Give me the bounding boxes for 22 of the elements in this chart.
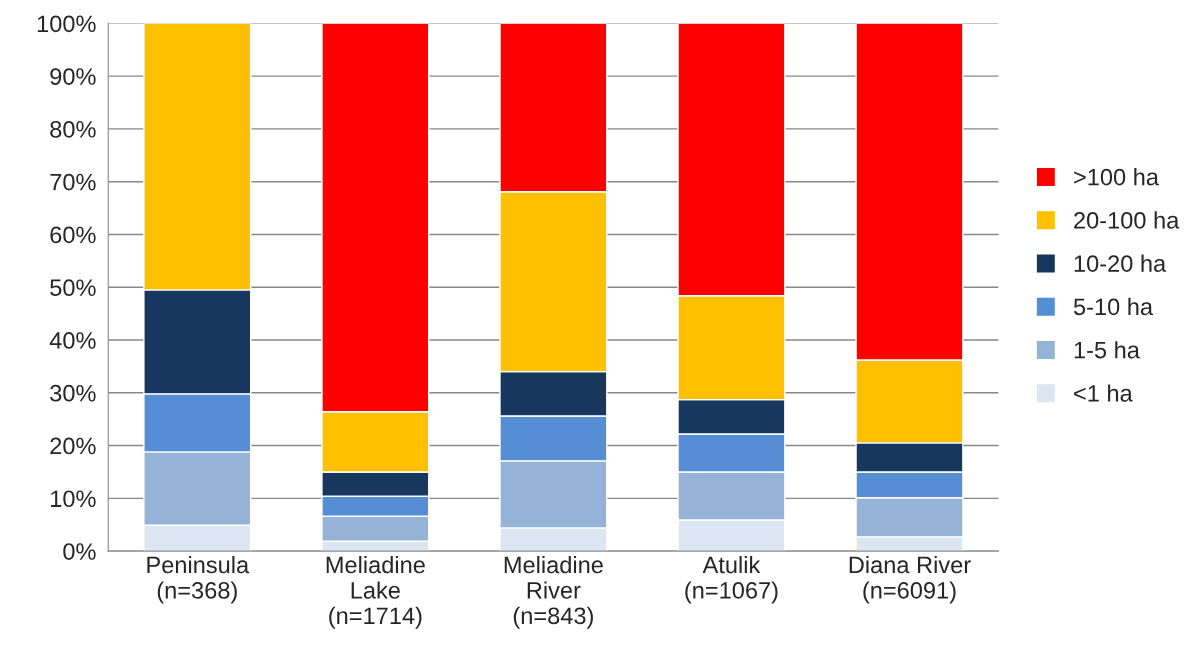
- legend-label: <1 ha: [1074, 384, 1133, 402]
- legend-label: >100 ha: [1074, 168, 1159, 186]
- x-tick-label: Atulik (n=1067): [685, 555, 778, 604]
- y-tick-label: 70%: [50, 173, 96, 191]
- y-tick-label: 40%: [49, 332, 96, 349]
- x-tick-label: Diana River (n=6091): [849, 555, 971, 604]
- y-tick-label: 60%: [50, 226, 96, 244]
- y-tick-label: 0%: [63, 543, 96, 560]
- legend-label: 1-5 ha: [1074, 341, 1140, 359]
- y-tick-label: 10%: [51, 490, 96, 508]
- y-tick-label: 80%: [50, 120, 96, 138]
- y-tick-label: 50%: [50, 279, 96, 297]
- y-tick-label: 20%: [50, 437, 96, 455]
- y-tick-label: 30%: [50, 384, 96, 402]
- legend-label: 5-10 ha: [1073, 297, 1154, 316]
- legend-label: 20-100 ha: [1074, 211, 1180, 229]
- y-tick-label: 90%: [50, 68, 96, 85]
- x-tick-label: Peninsula (n=368): [147, 555, 250, 604]
- x-tick-label: Meliadine River (n=843): [504, 555, 603, 629]
- y-tick-label: 100%: [37, 15, 96, 33]
- x-tick-label: Meliadine Lake (n=1714): [326, 555, 425, 629]
- legend-label: 10-20 ha: [1074, 254, 1167, 272]
